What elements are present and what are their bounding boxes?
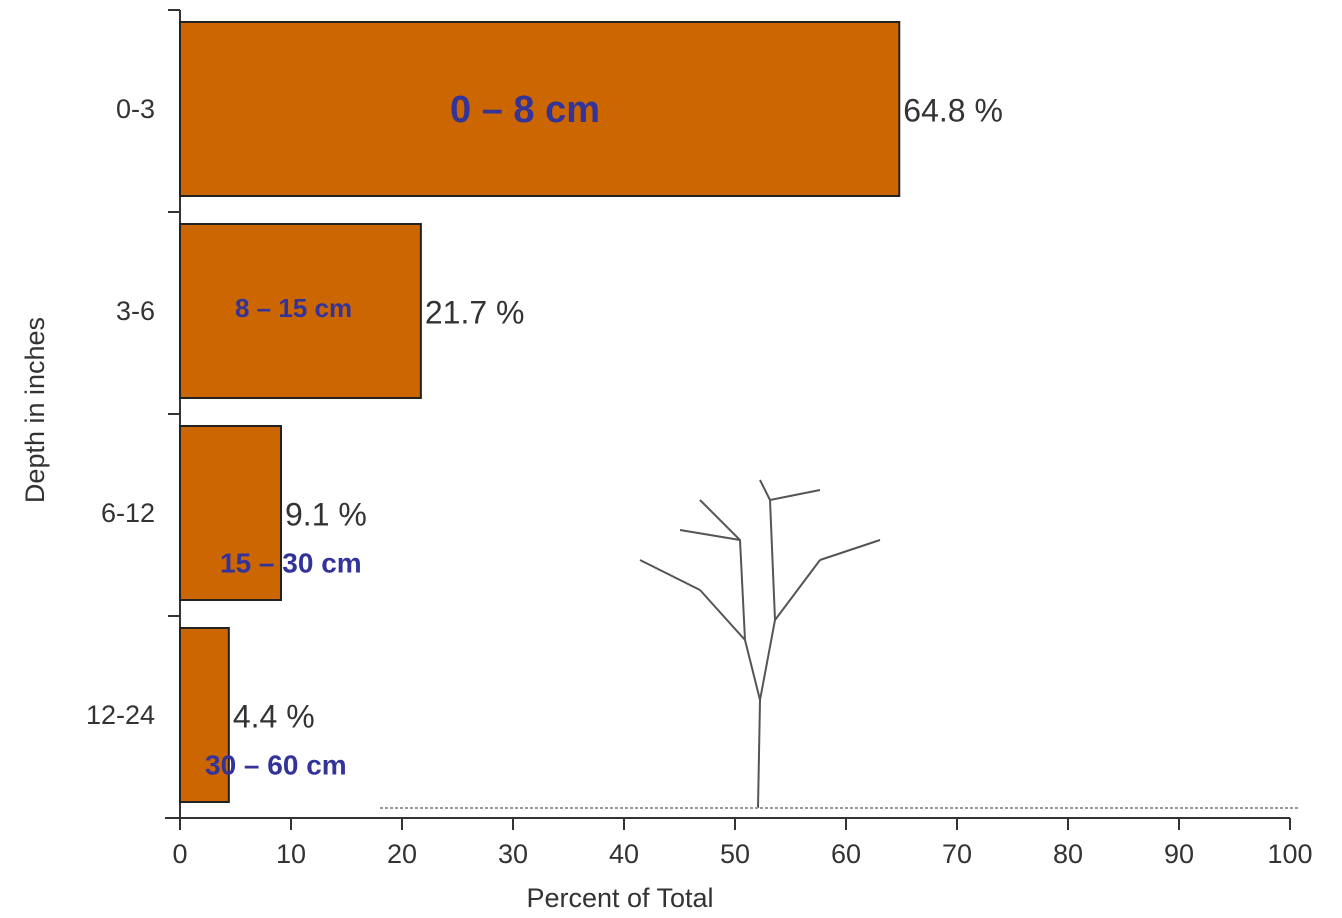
y-axis-label: Depth in inches bbox=[20, 317, 50, 503]
x-tick-label: 70 bbox=[942, 839, 972, 869]
y-tick-label: 12-24 bbox=[86, 700, 155, 730]
chart: Percent of Total Depth in inches 0 10 20 30… bbox=[0, 0, 1342, 918]
value-label: 64.8 % bbox=[903, 92, 1003, 128]
depth-annotation: 8 – 15 cm bbox=[235, 293, 352, 323]
x-tick-label: 0 bbox=[172, 839, 187, 869]
tree-illustration bbox=[380, 480, 1300, 808]
x-tick-label: 90 bbox=[1164, 839, 1194, 869]
depth-annotation: 30 – 60 cm bbox=[205, 749, 347, 780]
y-tick-label: 0-3 bbox=[116, 94, 155, 124]
depth-annotation: 15 – 30 cm bbox=[220, 547, 362, 578]
depth-annotation: 0 – 8 cm bbox=[450, 89, 600, 131]
page: {"chart_data": {"type": "bar", "orientat… bbox=[0, 0, 1342, 918]
y-tick-label: 3-6 bbox=[116, 296, 155, 326]
x-tick-label: 80 bbox=[1053, 839, 1083, 869]
value-label: 4.4 % bbox=[233, 698, 315, 734]
x-axis-label: Percent of Total bbox=[526, 883, 713, 913]
x-tick-label: 40 bbox=[609, 839, 639, 869]
x-tick-label: 60 bbox=[831, 839, 861, 869]
value-label: 21.7 % bbox=[425, 294, 525, 330]
x-tick-label: 30 bbox=[498, 839, 528, 869]
value-label: 9.1 % bbox=[285, 496, 367, 532]
x-tick-label: 100 bbox=[1267, 839, 1312, 869]
x-tick-label: 10 bbox=[276, 839, 306, 869]
y-tick-label: 6-12 bbox=[101, 498, 155, 528]
x-tick-label: 50 bbox=[720, 839, 750, 869]
x-tick-label: 20 bbox=[387, 839, 417, 869]
